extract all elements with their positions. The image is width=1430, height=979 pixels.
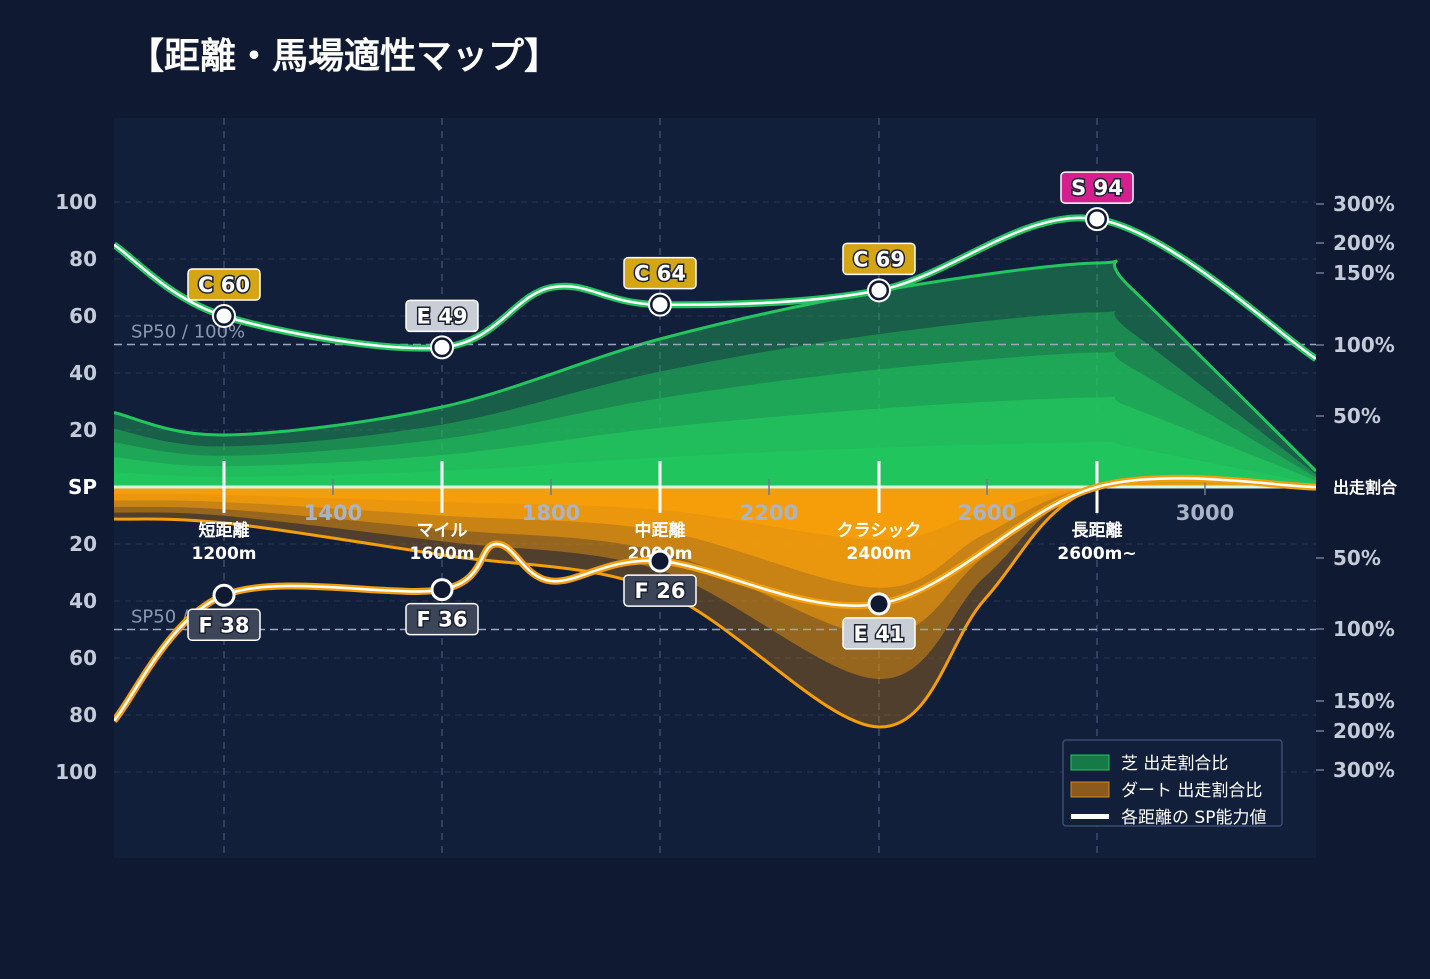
turf-grade-badge-text: C 60 bbox=[198, 273, 250, 297]
right-tick-label: 100% bbox=[1333, 617, 1395, 641]
turf-sp-point bbox=[648, 293, 672, 317]
turf-grade-badge: C 69 bbox=[842, 242, 916, 276]
legend-label: 各距離の SP能力値 bbox=[1121, 808, 1266, 828]
turf-grade-badge: S 94 bbox=[1060, 171, 1134, 204]
legend-swatch-line bbox=[1071, 814, 1109, 819]
turf-grade-badge-text: S 94 bbox=[1071, 176, 1123, 200]
turf-grade-badge: C 64 bbox=[623, 256, 697, 290]
turf-grade-badge-bg bbox=[405, 299, 479, 333]
turf-grade-badge-text: C 69 bbox=[853, 247, 905, 271]
left-tick-label: 60 bbox=[69, 304, 97, 328]
category-distance: 1600m bbox=[409, 544, 474, 564]
dirt-sp-point bbox=[867, 592, 891, 616]
x-tick-label: 2200 bbox=[740, 501, 798, 525]
dirt-sp-point bbox=[212, 583, 236, 607]
legend-box bbox=[1062, 739, 1283, 827]
category-name: 長距離 bbox=[1072, 520, 1123, 541]
dirt-grade-badge-bg bbox=[623, 574, 697, 607]
turf-sp-point bbox=[867, 278, 891, 302]
right-tick-label: 100% bbox=[1333, 333, 1395, 357]
turf-grade-badge-bg bbox=[1060, 171, 1134, 204]
turf-sp-point-ring bbox=[212, 304, 236, 328]
left-tick-label: 80 bbox=[69, 703, 97, 727]
legend-swatch-dirt bbox=[1070, 781, 1110, 798]
right-tick-label: 200% bbox=[1333, 719, 1395, 743]
right-tick-label: 200% bbox=[1333, 231, 1395, 255]
turf-sp-point-ring bbox=[430, 335, 454, 360]
left-tick-label: 80 bbox=[69, 247, 97, 271]
dirt-ratio-area bbox=[114, 478, 1316, 728]
left-tick-label: 100 bbox=[55, 760, 97, 784]
dirt-grade-badge: F 36 bbox=[405, 602, 479, 636]
sp-points: C 60 E 49 C 64 C 69 S 94 F 38 F 36 F 26 E 41 bbox=[187, 171, 1134, 650]
right-tick-label: 300% bbox=[1333, 192, 1395, 216]
x-tick-label: 2600 bbox=[958, 501, 1016, 525]
category-distance: 2600m~ bbox=[1057, 544, 1136, 564]
turf-sp-point bbox=[212, 304, 236, 328]
turf-grade-badge-bg bbox=[623, 256, 697, 290]
turf-grade-badge-text: E 49 bbox=[417, 304, 468, 328]
axes: 1400 1800 2200 2600 3000 短距離 1200m マイル 1600m 中距離 2… bbox=[55, 190, 1398, 784]
turf-sp-point-ring bbox=[867, 278, 891, 303]
turf-grade-badge-text: C 64 bbox=[634, 262, 686, 286]
turf-grade-badge: C 60 bbox=[187, 268, 261, 301]
dirt-sp-point bbox=[430, 578, 454, 602]
turf-sp-point-ring bbox=[1085, 207, 1109, 232]
dirt-ratio-area bbox=[114, 485, 1316, 540]
category-name: 中距離 bbox=[635, 520, 686, 541]
chart-title: 【距離・馬場適性マップ】 bbox=[128, 36, 560, 77]
legend-label: 芝 出走割合比 bbox=[1121, 754, 1228, 774]
dirt-grade-badge-text: E 41 bbox=[854, 622, 905, 646]
right-tick-label: 150% bbox=[1333, 261, 1395, 285]
x-tick-label: 1800 bbox=[522, 501, 580, 525]
left-tick-label: 20 bbox=[69, 532, 97, 556]
category-distance: 2400m bbox=[846, 544, 911, 564]
dirt-grade-badge: F 38 bbox=[187, 608, 261, 642]
x-tick-label: 1400 bbox=[304, 501, 362, 525]
right-tick-label: 50% bbox=[1333, 404, 1381, 428]
turf-ratio-line bbox=[114, 259, 1316, 473]
turf-sp-point-ring bbox=[648, 292, 672, 317]
category-name: 短距離 bbox=[199, 520, 250, 541]
right-tick-label: 300% bbox=[1333, 758, 1395, 782]
left-tick-label: 100 bbox=[55, 190, 97, 214]
left-tick-label: 40 bbox=[69, 361, 97, 385]
category-name: マイル bbox=[417, 521, 468, 541]
turf-sp-point bbox=[1085, 207, 1109, 231]
right-tick-label: 50% bbox=[1333, 546, 1381, 570]
dirt-grade-badge-bg bbox=[187, 608, 261, 642]
dirt-sp-line bbox=[114, 477, 1316, 722]
dirt-ratio-area bbox=[114, 483, 1316, 588]
dirt-sp-point bbox=[648, 549, 672, 573]
dirt-grade-badge-text: F 38 bbox=[199, 613, 250, 637]
right-axis-center-label: 出走割合 bbox=[1333, 478, 1398, 497]
x-tick-label: 3000 bbox=[1176, 501, 1234, 525]
turf-sp-point bbox=[430, 335, 454, 359]
reference-label: SP50 / 100% bbox=[131, 322, 245, 343]
dirt-grade-badge-text: F 26 bbox=[635, 579, 686, 603]
dirt-grade-badge-text: F 36 bbox=[417, 608, 468, 632]
turf-grade-badge-bg bbox=[187, 268, 261, 301]
category-name: クラシック bbox=[837, 521, 922, 541]
dirt-grade-badge: E 41 bbox=[842, 617, 916, 650]
dirt-grade-badge-bg bbox=[405, 602, 479, 636]
left-tick-label: 60 bbox=[69, 646, 97, 670]
legend-label: ダート 出走割合比 bbox=[1121, 781, 1262, 801]
dirt-grade-badge: F 26 bbox=[623, 574, 697, 607]
category-distance: 1200m bbox=[191, 544, 256, 564]
turf-ratio-area bbox=[114, 441, 1316, 487]
dirt-ratio-area bbox=[114, 481, 1316, 636]
dirt-grade-badge-bg bbox=[842, 617, 916, 650]
left-axis-center-label: SP bbox=[68, 475, 97, 499]
right-tick-label: 150% bbox=[1333, 689, 1395, 713]
legend-swatch-turf bbox=[1070, 754, 1110, 771]
left-tick-label: 40 bbox=[69, 589, 97, 613]
turf-grade-badge-bg bbox=[842, 242, 916, 276]
turf-grade-badge: E 49 bbox=[405, 299, 479, 333]
left-tick-label: 20 bbox=[69, 418, 97, 442]
